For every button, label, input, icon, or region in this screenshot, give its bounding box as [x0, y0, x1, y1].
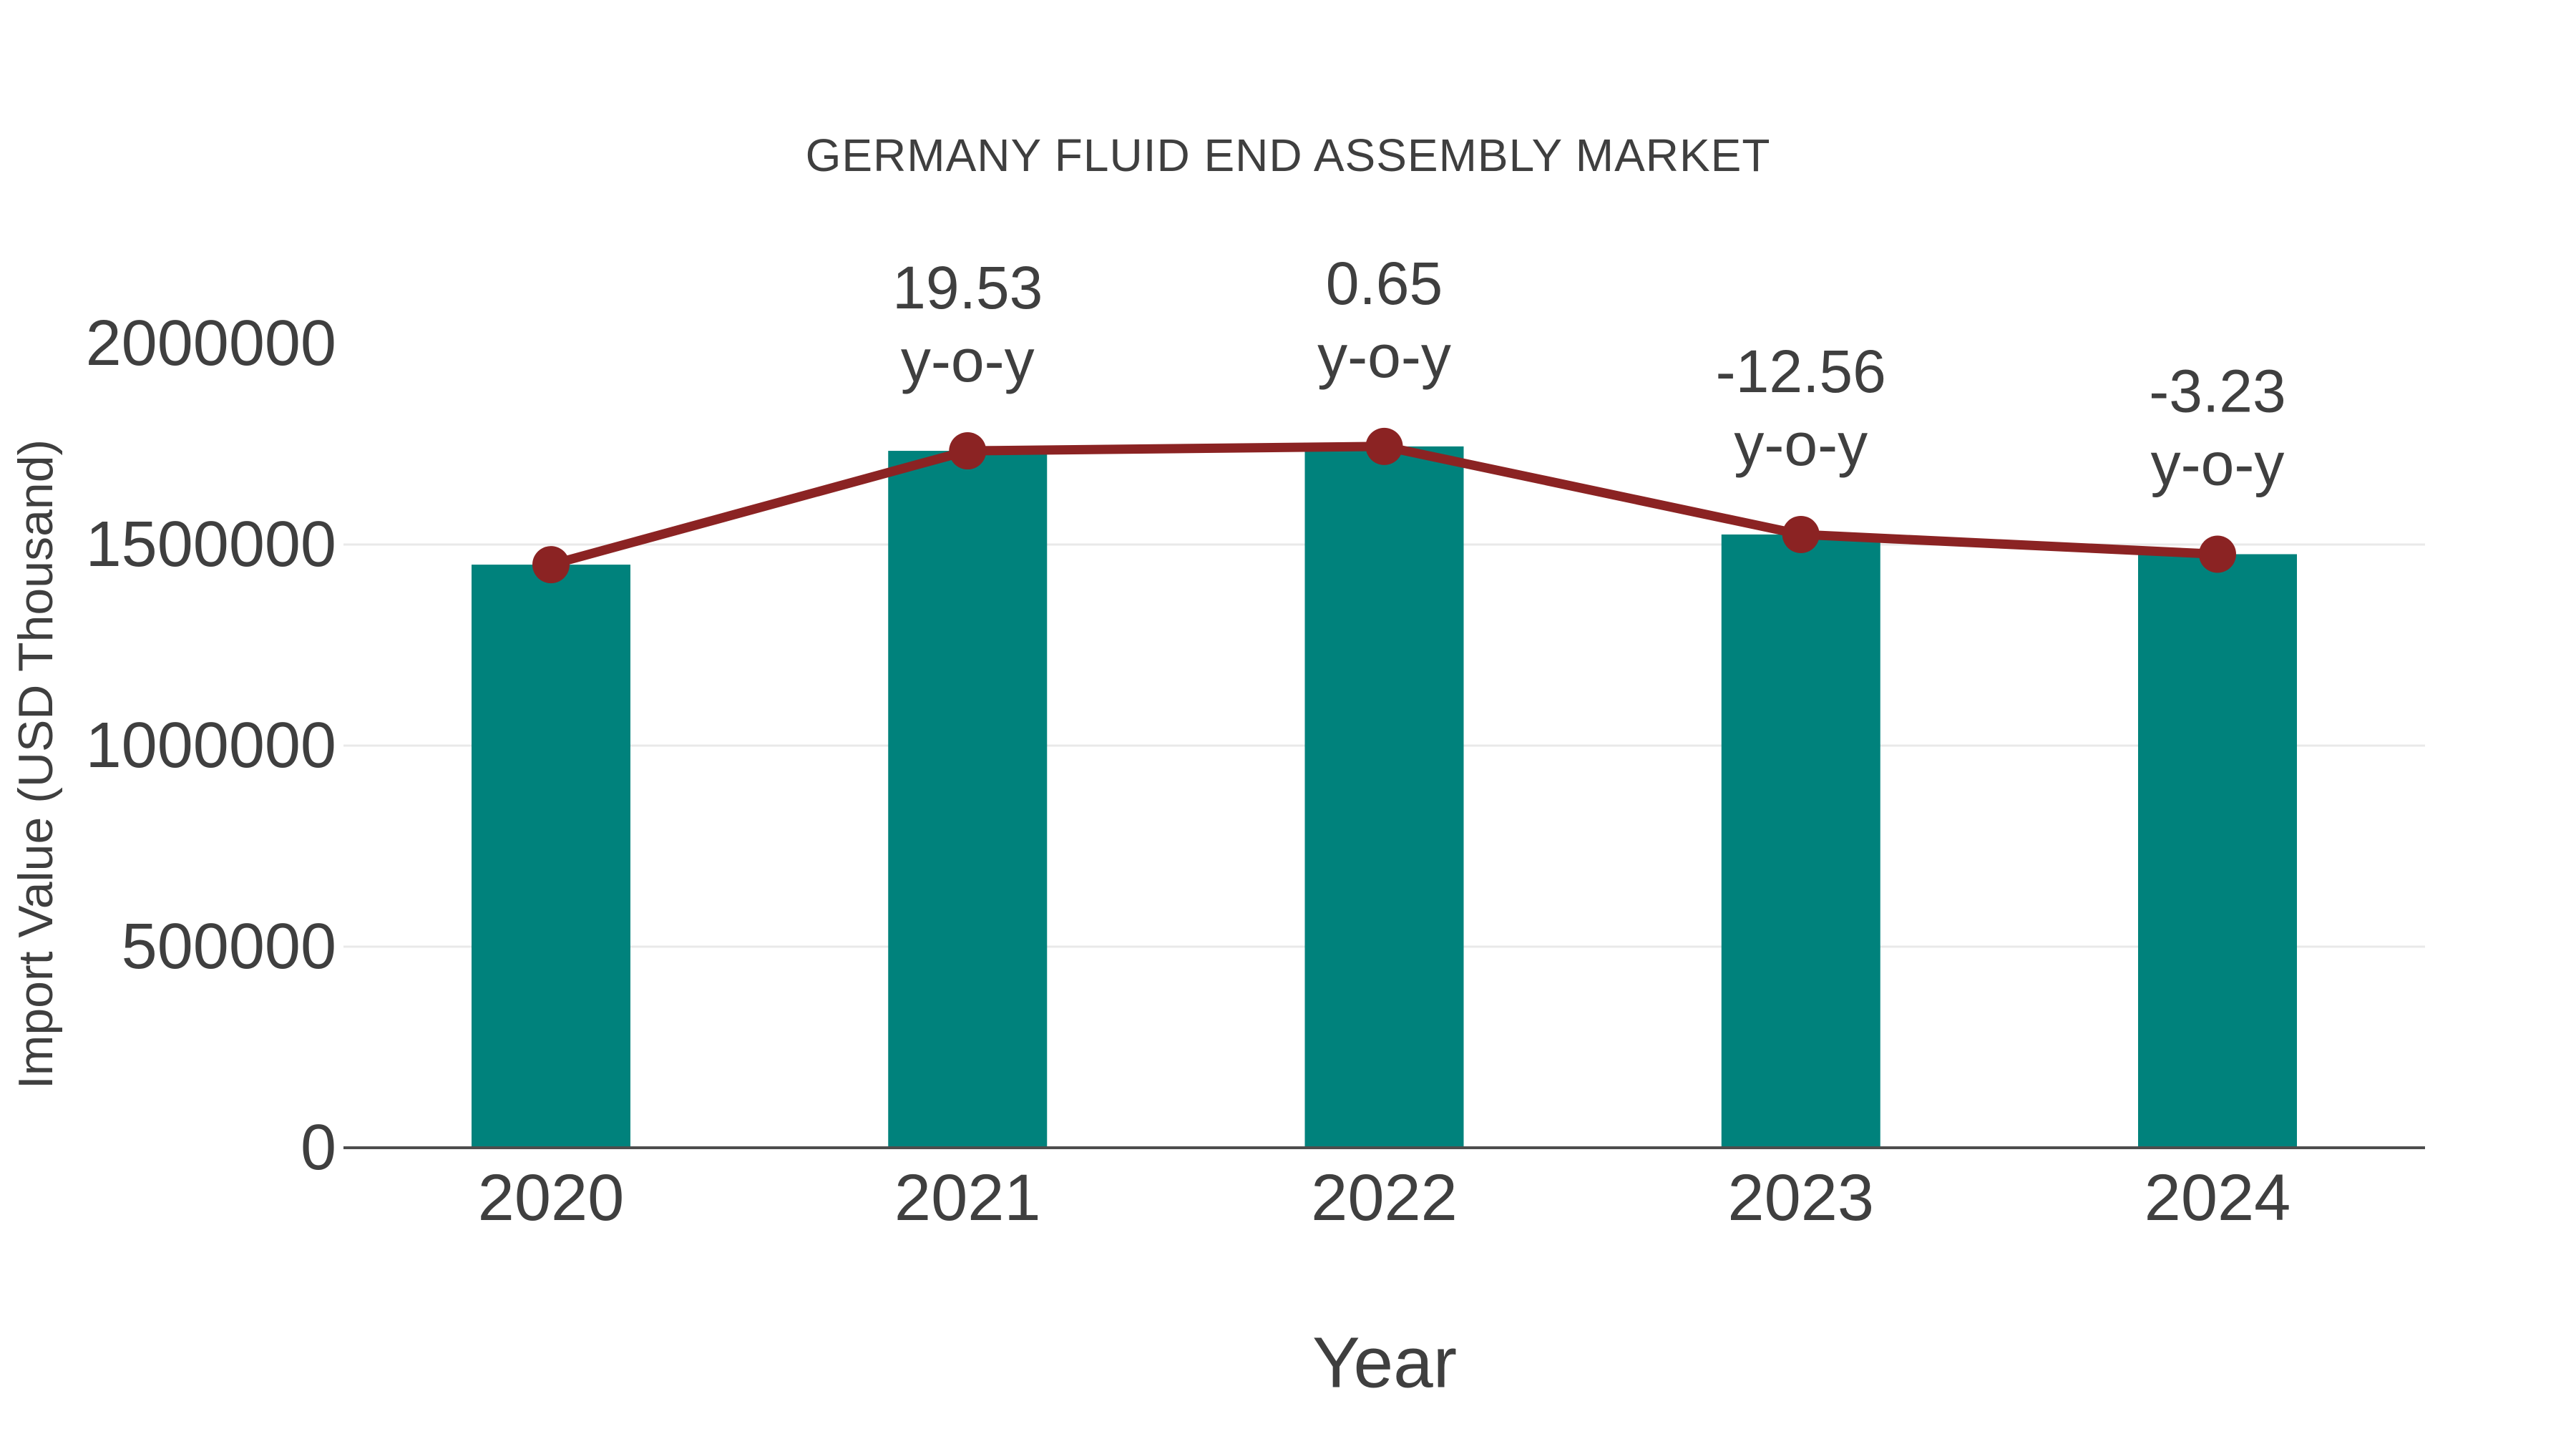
bar-2020[interactable] [472, 565, 630, 1149]
marker-2021[interactable] [949, 432, 987, 470]
bar-2022[interactable] [1304, 446, 1464, 1149]
marker-2022[interactable] [1365, 427, 1403, 465]
marker-2024[interactable] [2199, 535, 2236, 573]
marker-2020[interactable] [532, 546, 570, 584]
y-tick-label-1500000: 1500000 [86, 509, 336, 580]
x-tick-label-2024: 2024 [2145, 1161, 2291, 1234]
annotation-2022-value: 0.65 [1326, 250, 1443, 317]
annotation-2021-value: 19.53 [892, 254, 1043, 321]
x-tick-label-2021: 2021 [894, 1161, 1041, 1234]
y-tick-label-1000000: 1000000 [86, 710, 336, 781]
bar-2023[interactable] [1721, 534, 1880, 1149]
y-axis-title: Import Value (USD Thousand) [9, 439, 63, 1090]
marker-2023[interactable] [1782, 515, 1820, 553]
y-tick-label-500000: 500000 [122, 911, 336, 982]
x-tick-label-2023: 2023 [1727, 1161, 1874, 1234]
x-tick-label-2022: 2022 [1311, 1161, 1458, 1234]
annotation-2022-suffix: y-o-y [1317, 323, 1451, 390]
annotation-2023-suffix: y-o-y [1734, 411, 1868, 478]
annotation-2024-value: -3.23 [2149, 357, 2285, 424]
annotation-2021-suffix: y-o-y [901, 327, 1035, 394]
bar-2024[interactable] [2138, 554, 2297, 1149]
x-axis-title: Year [1312, 1322, 1458, 1403]
bar-2021[interactable] [888, 451, 1048, 1149]
annotation-2023-value: -12.56 [1716, 338, 1886, 405]
y-tick-label-2000000: 2000000 [86, 308, 336, 379]
x-tick-label-2020: 2020 [478, 1161, 625, 1234]
chart-title: GERMANY FLUID END ASSEMBLY MARKET [805, 130, 1771, 181]
y-tick-label-0: 0 [301, 1112, 336, 1184]
annotation-2024-suffix: y-o-y [2151, 430, 2285, 497]
